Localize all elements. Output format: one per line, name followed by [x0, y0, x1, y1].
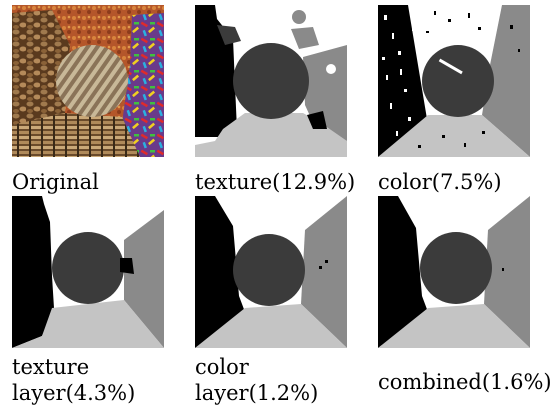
caption-color-layer-line2: layer(1.2%) [195, 381, 319, 405]
original-mosaic-image [12, 5, 164, 157]
caption-combined: combined(1.6%) [378, 370, 552, 394]
caption-color: color(7.5%) [378, 170, 502, 194]
combined-image [378, 196, 530, 348]
texture-layer-panel [12, 196, 164, 348]
texture-segmentation-panel [195, 5, 347, 157]
original-image-panel [12, 5, 164, 157]
texture-segmentation-image [195, 5, 347, 157]
caption-texture-layer-line1: texture [12, 355, 90, 379]
color-layer-image [195, 196, 347, 348]
combined-panel [378, 196, 530, 348]
caption-texture: texture(12.9%) [195, 170, 356, 194]
color-layer-panel [195, 196, 347, 348]
caption-color-layer-line1: color [195, 355, 249, 379]
caption-original: Original [12, 170, 99, 194]
color-segmentation-panel [378, 5, 530, 157]
caption-texture-layer-line2: layer(4.3%) [12, 381, 136, 405]
speckle-noise [382, 15, 463, 136]
color-segmentation-image [378, 5, 530, 157]
texture-layer-image [12, 196, 164, 348]
